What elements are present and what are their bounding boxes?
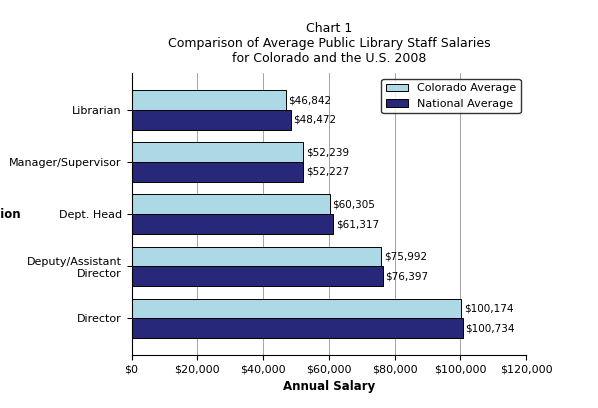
Text: $100,174: $100,174 xyxy=(463,304,513,314)
Bar xyxy=(132,246,382,266)
Text: $100,734: $100,734 xyxy=(465,324,515,333)
Legend: Colorado Average, National Average: Colorado Average, National Average xyxy=(382,79,521,113)
Bar xyxy=(132,142,303,162)
Bar xyxy=(132,266,383,286)
Title: Chart 1
Comparison of Average Public Library Staff Salaries
for Colorado and the: Chart 1 Comparison of Average Public Lib… xyxy=(167,22,490,65)
X-axis label: Annual Salary: Annual Salary xyxy=(283,380,375,393)
Bar xyxy=(132,319,463,338)
Text: $60,305: $60,305 xyxy=(332,199,376,209)
Text: $61,317: $61,317 xyxy=(336,219,379,229)
Bar xyxy=(132,299,461,319)
Bar xyxy=(132,162,303,182)
Bar xyxy=(132,194,330,214)
Text: $75,992: $75,992 xyxy=(384,251,427,262)
Bar xyxy=(132,110,291,130)
Text: $48,472: $48,472 xyxy=(294,115,337,125)
Bar xyxy=(132,90,286,110)
Text: $46,842: $46,842 xyxy=(288,95,331,105)
Text: $52,239: $52,239 xyxy=(306,147,349,157)
Y-axis label: Position: Position xyxy=(0,208,21,221)
Text: $76,397: $76,397 xyxy=(386,271,429,281)
Text: $52,227: $52,227 xyxy=(306,167,349,177)
Bar xyxy=(132,214,333,234)
